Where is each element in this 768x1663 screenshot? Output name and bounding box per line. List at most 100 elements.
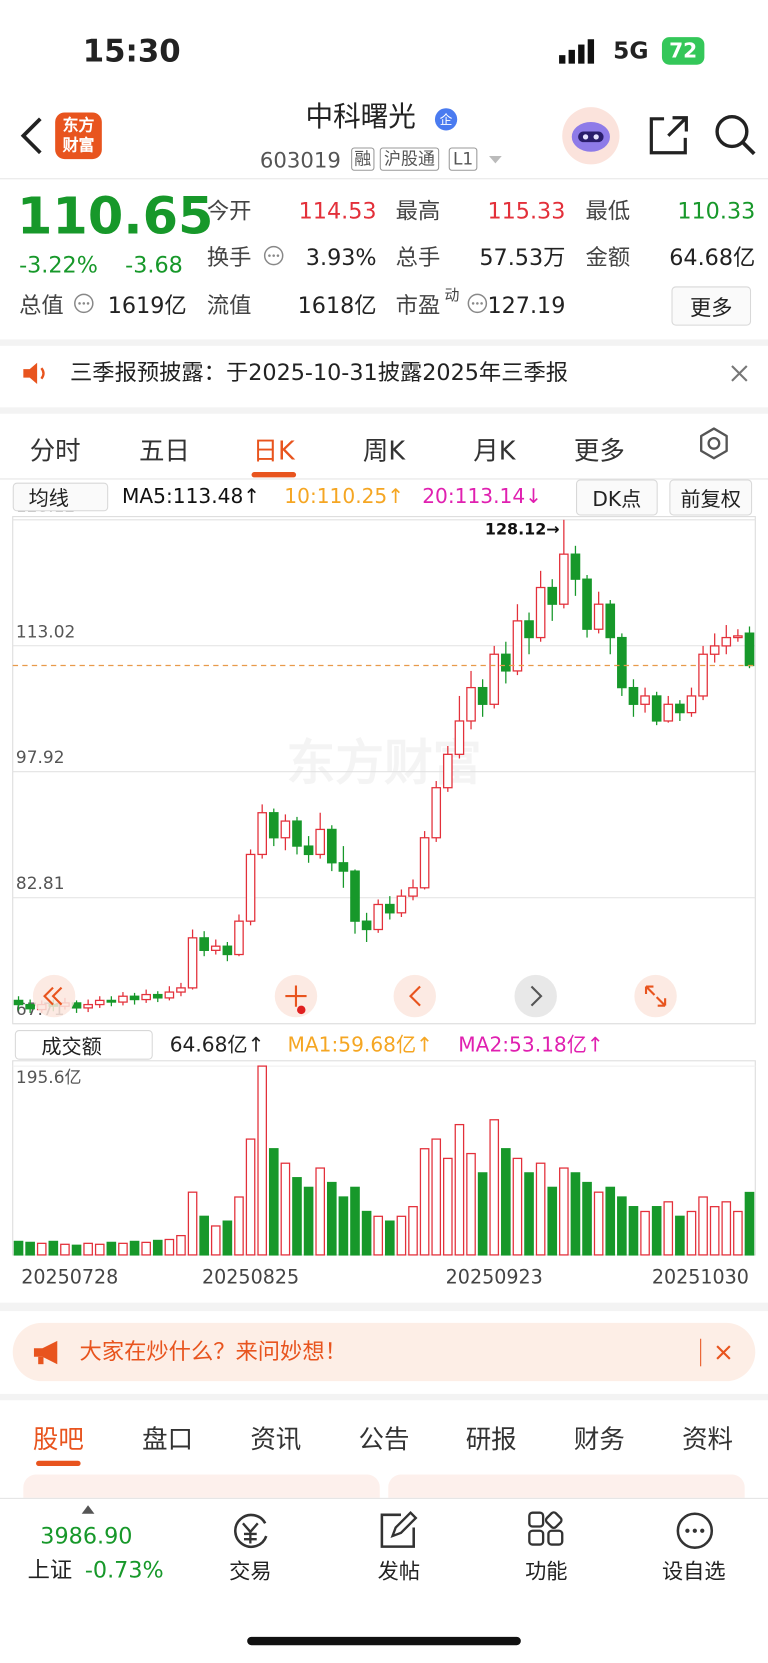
volume-bar	[373, 1215, 384, 1256]
section-tab[interactable]: 公告	[358, 1424, 410, 1455]
candle-body	[489, 653, 500, 705]
volume-bar	[570, 1172, 581, 1256]
period-tab[interactable]: 更多	[573, 435, 625, 466]
period-tab[interactable]: 分时	[29, 435, 81, 466]
peak-annotation: 128.12→	[485, 520, 560, 539]
period-tab[interactable]: 月K	[473, 435, 516, 466]
candle-body	[396, 895, 407, 914]
candle-body	[361, 920, 372, 931]
section-tab[interactable]: 盘口	[142, 1424, 194, 1455]
candle-body	[559, 553, 569, 605]
section-tab[interactable]: 资料	[682, 1424, 734, 1455]
candle-body	[257, 812, 267, 856]
back-button[interactable]	[17, 115, 47, 157]
candle-body	[303, 845, 314, 856]
nav-label[interactable]: 功能	[525, 1558, 568, 1584]
volume-bar	[350, 1186, 360, 1256]
section-tab[interactable]: 股吧	[33, 1418, 84, 1455]
candle-body	[292, 820, 302, 847]
close-button[interactable]	[715, 1344, 732, 1361]
search-button[interactable]	[713, 112, 758, 157]
volume-bar	[709, 1206, 720, 1256]
candle-body	[350, 870, 360, 922]
candle-body	[640, 695, 650, 705]
ask-banner[interactable]	[12, 1322, 756, 1382]
share-button[interactable]	[645, 112, 690, 157]
candle-body	[94, 999, 105, 1006]
volume-bar	[408, 1206, 418, 1256]
section-tab[interactable]: 财务	[573, 1424, 625, 1455]
trade-icon[interactable]	[229, 1511, 271, 1551]
feature-icon[interactable]	[526, 1511, 568, 1551]
candle-body	[524, 620, 534, 639]
control-button[interactable]	[514, 974, 557, 1018]
index-value[interactable]: 3986.90	[40, 1523, 133, 1549]
close-button[interactable]	[730, 364, 749, 383]
more-button[interactable]: 更多	[671, 286, 752, 326]
candle-body	[454, 720, 465, 755]
index-name[interactable]: 上证	[27, 1557, 73, 1583]
info-icon[interactable]	[467, 293, 488, 314]
volume-bar	[129, 1240, 140, 1256]
indicator-select[interactable]: 成交额	[14, 1030, 153, 1060]
candle-body	[593, 603, 604, 630]
dropdown-icon[interactable]	[488, 155, 503, 166]
settings-button[interactable]	[697, 426, 731, 460]
speaker-icon	[23, 362, 45, 385]
assistant-avatar[interactable]	[560, 105, 622, 167]
ma-legend: MA1:59.68亿↑	[287, 1033, 434, 1057]
info-icon[interactable]	[263, 245, 284, 266]
candle-body	[605, 603, 616, 639]
ma-legend: 64.68亿↑	[169, 1033, 265, 1057]
period-tab[interactable]: 日K	[253, 430, 295, 467]
adjust-button[interactable]: 前复权	[669, 479, 753, 516]
volume-bar	[303, 1186, 314, 1256]
candle-body	[501, 653, 511, 672]
volume-bar	[361, 1210, 372, 1256]
section-tab[interactable]: 研报	[465, 1424, 517, 1455]
volume-bar	[210, 1225, 221, 1256]
field-label: 金额	[585, 245, 631, 271]
volume-bar	[547, 1186, 558, 1256]
volume-bar	[443, 1157, 453, 1256]
field-label: 总值	[19, 292, 64, 319]
divider	[0, 478, 768, 480]
candle-body	[129, 995, 140, 1001]
volume-bar	[721, 1201, 732, 1256]
nav-label[interactable]: 发帖	[377, 1558, 421, 1584]
post-icon[interactable]	[378, 1511, 420, 1551]
indicator-select[interactable]: 均线	[12, 482, 109, 512]
control-icon	[43, 986, 63, 1006]
control-button[interactable]	[393, 974, 436, 1018]
candle-body	[570, 553, 581, 580]
candle-body	[118, 995, 128, 1003]
bottom-bar	[0, 1497, 768, 1663]
watchlist-icon[interactable]	[674, 1511, 716, 1551]
field-value: 114.53	[298, 198, 377, 224]
up-icon	[81, 1505, 95, 1514]
stock-badge: 企	[434, 108, 458, 131]
period-tab[interactable]: 周K	[362, 435, 406, 466]
field-value: 57.53万	[479, 245, 566, 271]
notice-text[interactable]: 三季报预披露：于2025-10-31披露2025年三季报	[70, 359, 569, 386]
volume-bar	[384, 1220, 395, 1256]
volume-bar	[419, 1148, 430, 1256]
stock-tag: L1	[448, 147, 478, 171]
volume-bar	[292, 1177, 302, 1256]
dk-button[interactable]: DK点	[576, 479, 658, 516]
volume-bar	[663, 1201, 674, 1256]
banner-text[interactable]: 大家在炒什么？来问妙想！	[79, 1338, 347, 1365]
volume-bar	[535, 1162, 546, 1256]
section-tab[interactable]: 资讯	[250, 1424, 302, 1455]
volume-bar	[489, 1119, 500, 1256]
control-button[interactable]	[634, 974, 677, 1018]
candle-body	[315, 828, 326, 856]
stock-tag: 融	[351, 147, 375, 171]
nav-label[interactable]: 设自选	[661, 1558, 726, 1584]
ma-legend: MA2:53.18亿↑	[458, 1033, 604, 1057]
info-icon[interactable]	[73, 293, 94, 314]
nav-label[interactable]: 交易	[229, 1558, 272, 1584]
period-tab[interactable]: 五日	[138, 435, 190, 466]
index-change[interactable]: -0.73%	[84, 1557, 164, 1583]
